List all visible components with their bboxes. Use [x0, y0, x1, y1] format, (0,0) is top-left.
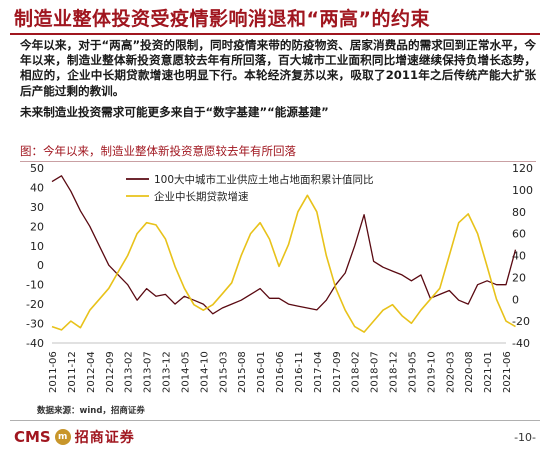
series-line-land-area — [51, 175, 517, 315]
y-right-tick-label: 20 — [512, 271, 526, 284]
y-right-tick-label: -40 — [512, 337, 530, 350]
chart-title-divider — [20, 161, 536, 162]
series-line-loan-growth — [51, 194, 516, 333]
y-left-tick-label: 40 — [30, 181, 44, 194]
company-logo: CMS m 招商证券 — [14, 427, 135, 447]
x-tick-label: 2014-10 — [199, 351, 210, 393]
y-right-tick-label: 100 — [512, 184, 533, 197]
y-right-tick-label: 60 — [512, 228, 526, 241]
x-tick-label: 2019-10 — [426, 351, 437, 393]
x-tick-label: 2021-06 — [502, 351, 513, 393]
x-tick-label: 2017-09 — [332, 351, 343, 393]
x-tick-label: 2013-07 — [143, 351, 154, 393]
x-tick-label: 2018-12 — [389, 351, 400, 393]
bullet-list: 今年以来，对于“两高”投资的限制，同时疫情来带的防疫物资、居家消费品的需求回到正… — [20, 38, 536, 122]
legend-label: 100大中城市工业供应土地占地面积累计值同比 — [154, 173, 374, 186]
y-left-tick-label: 10 — [30, 240, 44, 253]
x-tick-label: 2014-05 — [180, 351, 191, 393]
y-left-tick-label: -10 — [26, 279, 44, 292]
x-tick-label: 2017-04 — [313, 351, 324, 393]
y-left-tick-label: -20 — [26, 298, 44, 311]
y-right-tick-label: 120 — [512, 162, 533, 175]
logo-text: CMS — [14, 428, 51, 446]
x-tick-label: 2020-08 — [464, 351, 475, 393]
x-tick-label: 2015-03 — [218, 351, 229, 393]
y-right-tick-label: 0 — [512, 293, 519, 306]
slide-title: 制造业整体投资受疫情影响消退和“两高”的约束 — [14, 8, 430, 30]
page-number: -10- — [514, 431, 536, 444]
footer-divider — [10, 420, 540, 421]
legend-label: 企业中长期贷款增速 — [154, 190, 249, 203]
y-left-tick-label: -30 — [26, 318, 44, 331]
y-left-tick-label: -40 — [26, 337, 44, 350]
logo-mark-icon: m — [54, 429, 71, 445]
x-tick-label: 2011-12 — [67, 351, 78, 393]
x-tick-label: 2018-02 — [351, 351, 362, 393]
chart-title: 图：今年以来，制造业整体新投资意愿较去年有所回落 — [20, 144, 296, 158]
data-source: 数据来源：wind，招商证券 — [37, 406, 145, 416]
x-tick-label: 2019-05 — [407, 351, 418, 393]
y-left-tick-label: 30 — [30, 201, 44, 214]
y-left-tick-label: 0 — [37, 259, 44, 272]
bullet-2: 未来制造业投资需求可能更多来自于“数字基建”“能源基建” — [20, 104, 329, 119]
x-tick-label: 2016-01 — [256, 351, 267, 393]
y-right-tick-label: -20 — [512, 315, 530, 328]
y-left-tick-label: 20 — [30, 220, 44, 233]
y-right-tick-label: 80 — [512, 206, 526, 219]
x-tick-label: 2018-07 — [370, 351, 381, 393]
x-tick-label: 2011-06 — [48, 351, 59, 393]
title-divider — [10, 33, 540, 35]
x-tick-label: 2015-08 — [237, 351, 248, 393]
x-tick-label: 2013-02 — [124, 351, 135, 393]
x-tick-label: 2020-03 — [445, 351, 456, 393]
x-tick-label: 2012-04 — [86, 351, 97, 393]
logo-chinese-name: 招商证券 — [74, 430, 135, 446]
x-tick-label: 2016-06 — [275, 351, 286, 393]
bullet-1: 今年以来，对于“两高”投资的限制，同时疫情来带的防疫物资、居家消费品的需求回到正… — [20, 38, 536, 98]
x-tick-label: 2012-09 — [105, 351, 116, 393]
x-tick-label: 2021-01 — [483, 351, 494, 393]
x-tick-label: 2016-11 — [294, 351, 305, 393]
y-left-tick-label: 50 — [30, 162, 44, 175]
y-right-tick-label: 40 — [512, 250, 526, 263]
x-tick-label: 2013-12 — [162, 351, 173, 393]
